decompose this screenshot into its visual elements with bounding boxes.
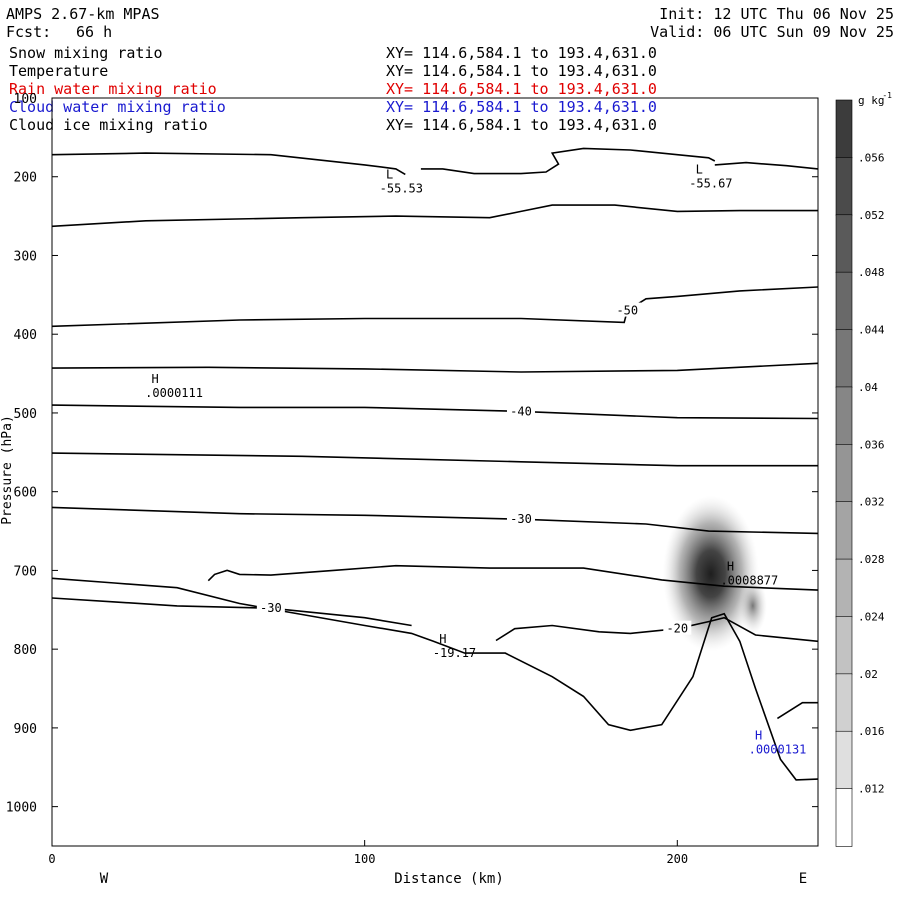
extremum-value: -55.67 (689, 177, 732, 191)
forecast-label: Fcst: (6, 23, 52, 41)
field-name-cloud-water: Cloud water mixing ratio (9, 98, 226, 116)
extremum-symbol: H (755, 729, 762, 743)
y-tick-label: 100 (14, 92, 37, 107)
temperature-contour-label: -50 (616, 304, 638, 318)
colorbar-swatch (835, 329, 853, 388)
colorbar-swatch (835, 99, 853, 159)
temperature-contour-5 (52, 362, 818, 373)
plot-title: AMPS 2.67-km MPAS (6, 5, 160, 23)
extremum-value: .0008877 (720, 573, 778, 587)
colorbar-level-label: .048 (858, 266, 885, 279)
temperature-contour-3 (52, 204, 818, 228)
field-xy-cloud-ice: XY= 114.6,584.1 to 193.4,631.0 (386, 116, 657, 134)
colorbar-level-label: .052 (858, 209, 885, 222)
colorbar-level-label: .036 (858, 438, 885, 451)
snow-mixing-ratio-shading-secondary (738, 577, 767, 634)
extremum-symbol: L (386, 167, 393, 181)
x-tick-label: 0 (48, 852, 55, 866)
colorbar-level-label: .016 (858, 725, 885, 738)
colorbar-unit-exponent: -1 (882, 91, 892, 100)
colorbar-swatch (835, 673, 853, 733)
field-xy-temperature: XY= 114.6,584.1 to 193.4,631.0 (386, 62, 657, 80)
temperature-contour-0 (52, 152, 406, 176)
x-tick-label: 200 (666, 852, 688, 866)
y-axis-label: Pressure (hPa) (0, 415, 15, 525)
colorbar-level-label: .04 (858, 381, 878, 394)
field-xy-snow: XY= 114.6,584.1 to 193.4,631.0 (386, 44, 657, 62)
valid-time: Valid: 06 UTC Sun 09 Nov 25 (650, 23, 894, 41)
colorbar-level-label: .032 (858, 496, 885, 509)
colorbar-level-label: .028 (858, 553, 885, 566)
y-tick-label: 300 (14, 249, 37, 264)
snow-mixing-ratio-shading (662, 495, 759, 652)
extremum-value: -55.53 (380, 181, 423, 195)
colorbar-swatch (835, 730, 853, 790)
colorbar-swatch (835, 788, 853, 847)
temperature-contour-12 (495, 616, 818, 643)
field-name-cloud-ice: Cloud ice mixing ratio (9, 116, 208, 134)
contour-label-bg (506, 403, 535, 418)
colorbar-swatch (835, 157, 853, 216)
colorbar-swatch (835, 616, 853, 675)
colorbar-unit: g kg (858, 94, 885, 107)
y-tick-label: 700 (14, 564, 37, 579)
contour-label-bg (506, 511, 535, 526)
extremum-symbol: H (727, 559, 734, 573)
temperature-contour-label: -30 (510, 512, 532, 526)
field-xy-cloud-water: XY= 114.6,584.1 to 193.4,631.0 (386, 98, 657, 116)
colorbar-level-label: .024 (858, 610, 885, 623)
field-name-rain: Rain water mixing ratio (9, 80, 217, 98)
x-tick-label: 100 (354, 852, 376, 866)
colorbar-swatch (835, 386, 853, 446)
temperature-contour-10 (52, 597, 412, 627)
contour-label-bg (663, 620, 692, 635)
extremum-value: .0000131 (749, 743, 807, 757)
temperature-contour-2 (714, 161, 818, 170)
plot-frame (51, 97, 819, 847)
extremum-symbol: H (439, 632, 446, 646)
y-tick-label: 200 (14, 171, 37, 186)
temperature-contour-6 (52, 404, 818, 420)
y-tick-label: 600 (14, 486, 37, 501)
colorbar-swatch (835, 558, 853, 618)
colorbar-swatch (835, 501, 853, 560)
x-axis-label: Distance (km) (394, 871, 504, 887)
temperature-contour-1 (420, 147, 716, 175)
init-time: Init: 12 UTC Thu 06 Nov 25 (659, 5, 894, 23)
colorbar-level-label: .044 (858, 324, 885, 337)
extremum-value: -19.17 (433, 646, 476, 660)
colorbar-level-label: .056 (858, 151, 885, 164)
y-tick-label: 400 (14, 328, 37, 343)
temperature-contour-label: -30 (260, 601, 282, 615)
field-xy-rain: XY= 114.6,584.1 to 193.4,631.0 (386, 80, 657, 98)
colorbar-level-label: .02 (858, 668, 878, 681)
extremum-symbol: L (696, 163, 703, 177)
extremum-value: .0000111 (145, 386, 203, 400)
forecast-value: 66 h (76, 23, 113, 41)
temperature-contour-4 (52, 286, 818, 328)
field-name-temperature: Temperature (9, 62, 109, 80)
temperature-contour-13 (776, 701, 818, 720)
temperature-contour-11 (207, 564, 818, 591)
colorbar-level-label: .012 (858, 783, 885, 796)
temperature-contour-7 (52, 452, 818, 467)
colorbar-swatch (835, 444, 853, 503)
colorbar-swatch (835, 271, 853, 331)
y-tick-label: 500 (14, 407, 37, 422)
field-name-snow: Snow mixing ratio (9, 44, 163, 62)
direction-east: E (799, 871, 807, 887)
colorbar-swatch (835, 214, 853, 273)
y-tick-label: 1000 (6, 801, 37, 816)
y-tick-label: 800 (14, 643, 37, 658)
contour-label-bg (256, 600, 285, 615)
temperature-contour-label: -20 (666, 622, 688, 636)
y-tick-label: 900 (14, 722, 37, 737)
extremum-symbol: H (152, 372, 159, 386)
contour-label-bg (613, 302, 642, 317)
direction-west: W (100, 871, 109, 887)
temperature-contour-label: -40 (510, 404, 532, 418)
